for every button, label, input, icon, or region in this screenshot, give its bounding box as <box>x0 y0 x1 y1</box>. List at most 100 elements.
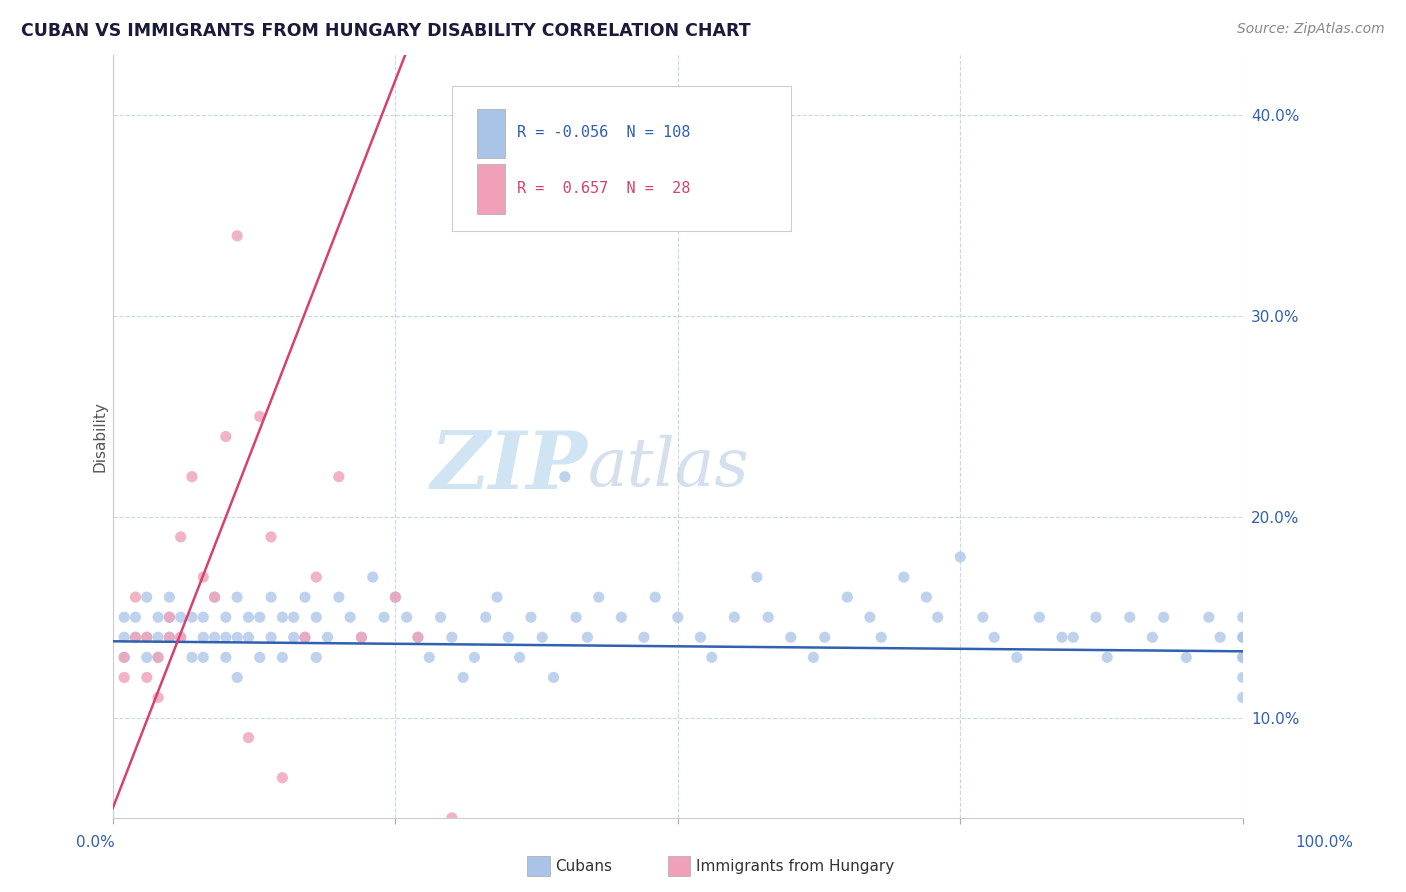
Point <box>554 469 576 483</box>
Point <box>429 610 451 624</box>
Point <box>756 610 779 624</box>
Point <box>260 630 283 644</box>
Text: Immigrants from Hungary: Immigrants from Hungary <box>696 859 894 873</box>
Point <box>260 590 283 604</box>
Point <box>226 670 249 684</box>
Text: 100.0%: 100.0% <box>1295 836 1354 850</box>
Point <box>271 650 294 665</box>
Point <box>135 630 157 644</box>
Point <box>463 650 485 665</box>
Point <box>1198 610 1220 624</box>
Point <box>1005 650 1028 665</box>
Point <box>112 670 135 684</box>
Point <box>316 630 339 644</box>
Point <box>610 610 633 624</box>
Point <box>723 610 745 624</box>
Point <box>124 630 146 644</box>
Point <box>112 630 135 644</box>
Point <box>983 630 1005 644</box>
Point <box>1232 650 1254 665</box>
Point <box>689 630 711 644</box>
Point <box>294 630 316 644</box>
Point <box>949 549 972 564</box>
Point <box>1175 650 1198 665</box>
Point <box>915 590 938 604</box>
Point <box>294 630 316 644</box>
Point <box>451 670 474 684</box>
Y-axis label: Disability: Disability <box>93 401 107 472</box>
Point <box>440 630 463 644</box>
Point <box>135 630 157 644</box>
Point <box>406 630 429 644</box>
Point <box>204 590 226 604</box>
Point <box>226 228 249 243</box>
Point <box>395 610 418 624</box>
Point <box>215 630 238 644</box>
Point <box>157 610 180 624</box>
Point <box>803 650 825 665</box>
Point <box>588 590 610 604</box>
Point <box>305 570 328 584</box>
Point <box>1232 670 1254 684</box>
Point <box>543 670 565 684</box>
FancyBboxPatch shape <box>451 86 790 230</box>
Bar <box>477 109 505 158</box>
Bar <box>477 164 505 214</box>
Point <box>418 650 440 665</box>
Point <box>384 590 406 604</box>
Point <box>157 610 180 624</box>
Point <box>112 650 135 665</box>
Point <box>124 610 146 624</box>
Point <box>112 610 135 624</box>
Point <box>520 610 543 624</box>
Point <box>215 429 238 443</box>
Point <box>193 630 215 644</box>
Text: Cubans: Cubans <box>555 859 613 873</box>
Point <box>814 630 837 644</box>
Point <box>170 530 193 544</box>
Point <box>294 590 316 604</box>
Text: ZIP: ZIP <box>430 428 588 506</box>
Text: R = -0.056  N = 108: R = -0.056 N = 108 <box>517 126 690 140</box>
Point <box>893 570 915 584</box>
Point <box>238 610 260 624</box>
Point <box>565 610 588 624</box>
Point <box>700 650 723 665</box>
Point <box>226 590 249 604</box>
Point <box>1209 630 1232 644</box>
Point <box>1232 650 1254 665</box>
Point <box>350 630 373 644</box>
Point <box>226 630 249 644</box>
Point <box>271 610 294 624</box>
Point <box>644 590 666 604</box>
Point <box>204 590 226 604</box>
Point <box>1119 610 1142 624</box>
Point <box>361 570 384 584</box>
Point <box>870 630 893 644</box>
Point <box>238 731 260 745</box>
Point <box>779 630 801 644</box>
Text: CUBAN VS IMMIGRANTS FROM HUNGARY DISABILITY CORRELATION CHART: CUBAN VS IMMIGRANTS FROM HUNGARY DISABIL… <box>21 22 751 40</box>
Point <box>406 630 429 644</box>
Point <box>124 630 146 644</box>
Point <box>181 469 204 483</box>
Point <box>181 610 204 624</box>
Point <box>373 610 395 624</box>
Point <box>193 650 215 665</box>
Point <box>135 670 157 684</box>
Point <box>486 590 509 604</box>
Point <box>339 610 361 624</box>
Text: Source: ZipAtlas.com: Source: ZipAtlas.com <box>1237 22 1385 37</box>
Point <box>1232 690 1254 705</box>
Point <box>238 630 260 644</box>
Point <box>1153 610 1175 624</box>
Point <box>440 811 463 825</box>
Point <box>146 650 169 665</box>
Text: R =  0.657  N =  28: R = 0.657 N = 28 <box>517 181 690 196</box>
Point <box>157 630 180 644</box>
Point <box>249 650 271 665</box>
Point <box>135 650 157 665</box>
Point <box>249 610 271 624</box>
Text: 0.0%: 0.0% <box>76 836 115 850</box>
Point <box>531 630 554 644</box>
